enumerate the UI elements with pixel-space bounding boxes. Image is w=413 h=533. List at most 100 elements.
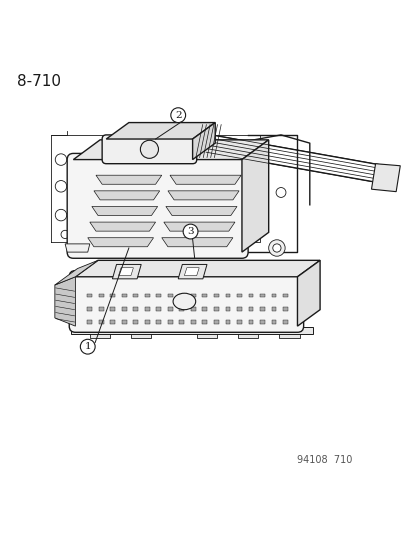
Circle shape (171, 108, 185, 123)
Bar (259, 307, 264, 311)
Bar (156, 294, 161, 297)
Polygon shape (112, 264, 141, 279)
Polygon shape (184, 268, 199, 276)
Circle shape (55, 181, 66, 192)
Bar (214, 320, 218, 324)
Bar (145, 307, 150, 311)
Bar (271, 294, 276, 297)
Bar (87, 294, 92, 297)
Bar (282, 320, 287, 324)
Bar (179, 307, 184, 311)
Circle shape (80, 340, 95, 354)
Bar (271, 320, 276, 324)
Polygon shape (170, 175, 240, 184)
Polygon shape (94, 191, 159, 200)
Polygon shape (161, 238, 233, 247)
Polygon shape (88, 238, 153, 247)
Polygon shape (168, 191, 238, 200)
Bar (237, 320, 241, 324)
Polygon shape (90, 222, 155, 231)
Bar (145, 294, 150, 297)
Bar (259, 320, 264, 324)
Polygon shape (90, 328, 110, 338)
Bar (156, 320, 161, 324)
Ellipse shape (173, 293, 195, 310)
Bar (271, 307, 276, 311)
Bar (133, 320, 138, 324)
Bar (214, 307, 218, 311)
Polygon shape (192, 123, 215, 159)
Bar (110, 320, 115, 324)
Polygon shape (92, 206, 157, 215)
Polygon shape (164, 222, 235, 231)
Bar (121, 294, 126, 297)
Bar (248, 294, 253, 297)
Bar (110, 294, 115, 297)
Polygon shape (131, 328, 151, 338)
Circle shape (275, 188, 285, 197)
Text: 8-710: 8-710 (17, 74, 61, 89)
Bar (225, 307, 230, 311)
Bar (282, 294, 287, 297)
Bar (110, 307, 115, 311)
Circle shape (55, 154, 66, 165)
Bar (145, 320, 150, 324)
Circle shape (272, 244, 280, 252)
Circle shape (268, 240, 285, 256)
Polygon shape (241, 140, 268, 252)
Text: 3: 3 (187, 227, 193, 236)
Bar (99, 294, 104, 297)
Polygon shape (96, 175, 161, 184)
Bar (168, 320, 173, 324)
Bar (168, 307, 173, 311)
Polygon shape (237, 328, 258, 338)
Bar (248, 320, 253, 324)
Polygon shape (55, 277, 75, 326)
FancyBboxPatch shape (69, 271, 303, 332)
Bar (133, 307, 138, 311)
Circle shape (183, 224, 197, 239)
Bar (179, 320, 184, 324)
Bar (282, 307, 287, 311)
Polygon shape (75, 260, 319, 277)
Polygon shape (196, 328, 217, 338)
Bar (190, 320, 195, 324)
Bar (87, 320, 92, 324)
FancyBboxPatch shape (102, 135, 196, 164)
Bar (156, 307, 161, 311)
Bar (259, 294, 264, 297)
Polygon shape (118, 268, 133, 276)
Polygon shape (73, 140, 268, 159)
Bar (190, 294, 195, 297)
Polygon shape (106, 123, 215, 139)
Text: 2: 2 (174, 111, 181, 120)
Bar (190, 307, 195, 311)
Bar (99, 320, 104, 324)
Bar (248, 307, 253, 311)
Text: 1: 1 (84, 342, 91, 351)
Bar (237, 307, 241, 311)
Bar (202, 294, 207, 297)
Polygon shape (178, 264, 206, 279)
Bar (225, 320, 230, 324)
Bar (133, 294, 138, 297)
Bar (225, 294, 230, 297)
Bar (121, 307, 126, 311)
Bar (121, 320, 126, 324)
Bar (179, 294, 184, 297)
Circle shape (55, 209, 66, 221)
Bar (237, 294, 241, 297)
Bar (214, 294, 218, 297)
Polygon shape (370, 164, 399, 192)
Polygon shape (278, 328, 299, 338)
Polygon shape (166, 206, 237, 215)
Bar (99, 307, 104, 311)
Bar (202, 307, 207, 311)
Polygon shape (297, 260, 319, 326)
Bar (71, 327, 312, 334)
Circle shape (140, 140, 158, 158)
Text: 94108  710: 94108 710 (297, 455, 352, 465)
Bar (87, 307, 92, 311)
Bar (168, 294, 173, 297)
Polygon shape (55, 260, 98, 285)
